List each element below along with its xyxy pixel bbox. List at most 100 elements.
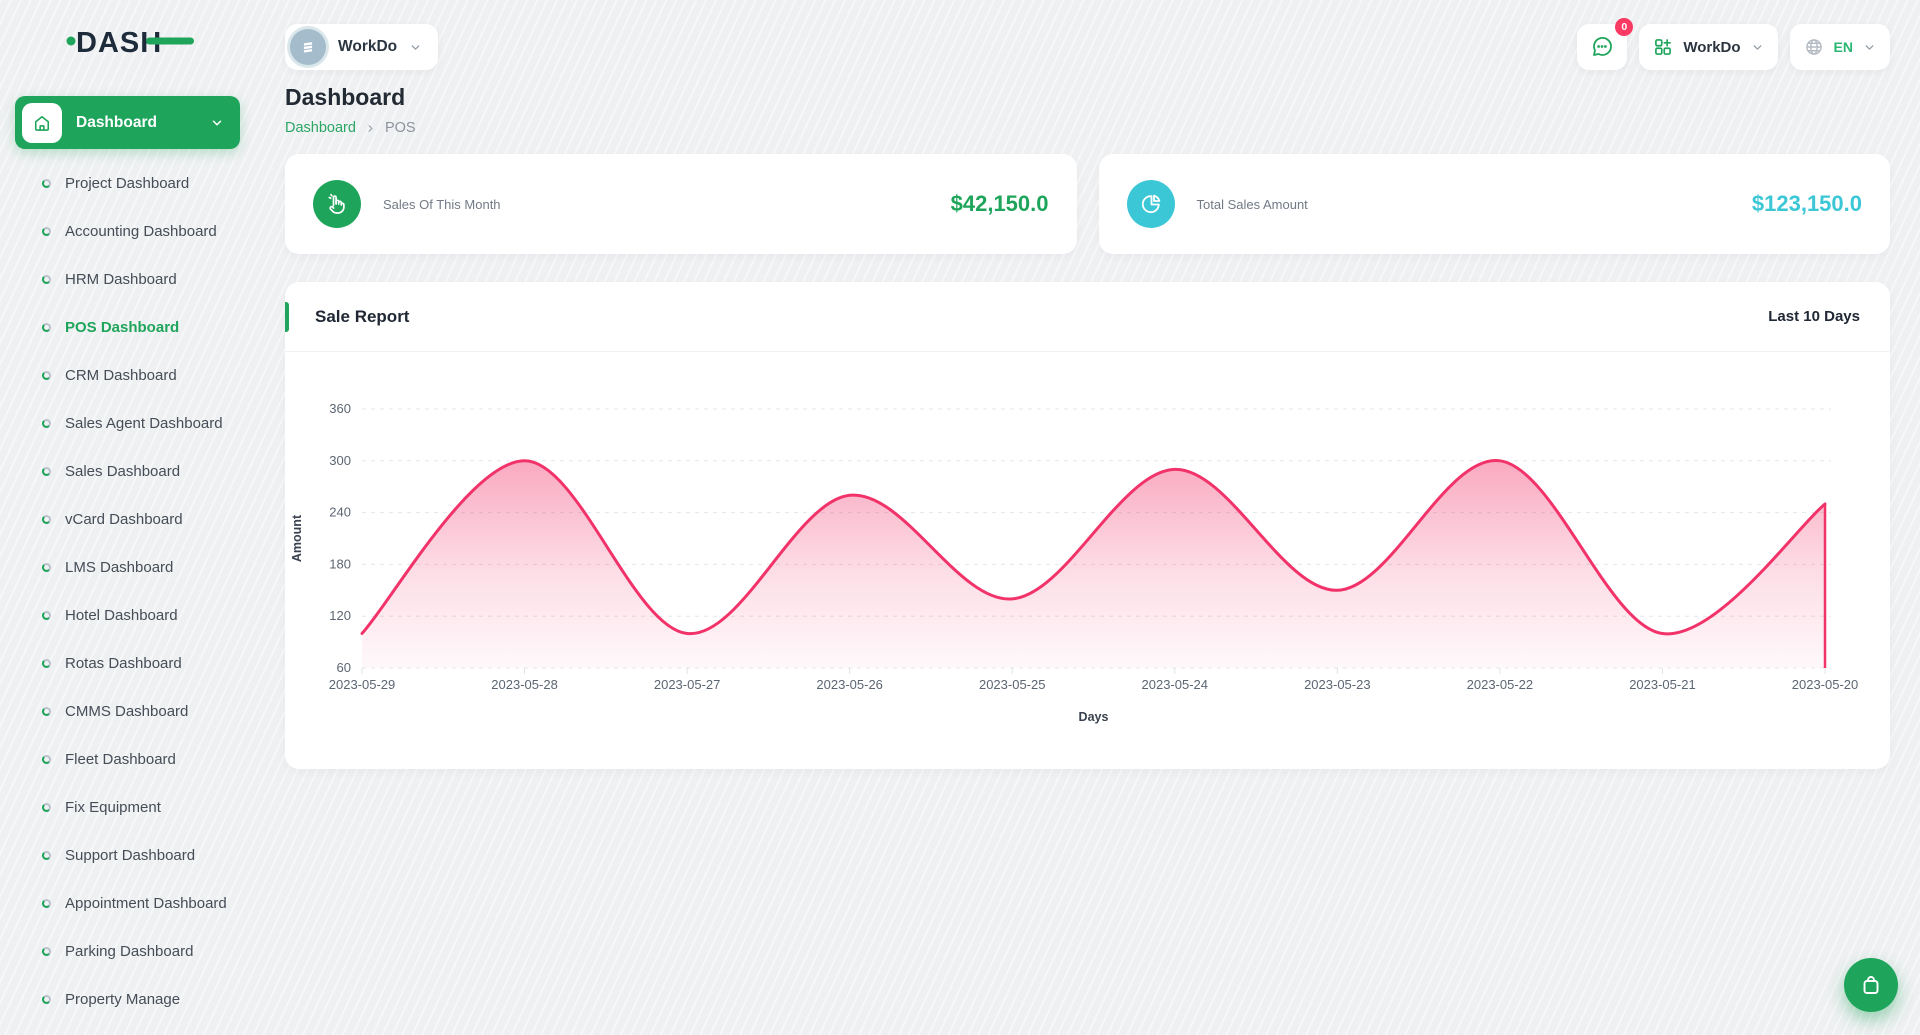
sidebar-item-label: LMS Dashboard <box>65 558 174 576</box>
bullet-icon <box>42 226 51 236</box>
accent-bar <box>285 302 289 332</box>
app-logo[interactable]: DASH <box>64 22 260 62</box>
chevron-down-icon <box>411 44 420 50</box>
bullet-icon <box>42 610 51 620</box>
svg-text:Days: Days <box>1079 710 1109 724</box>
workspace-selector[interactable]: WorkDo <box>285 24 439 70</box>
chevron-down-icon <box>212 119 222 126</box>
bullet-icon <box>42 514 51 524</box>
sidebar-item-rotas[interactable]: Rotas Dashboard <box>40 639 260 687</box>
bullet-icon <box>42 370 51 380</box>
stat-value: $42,150.0 <box>950 191 1049 216</box>
building-icon <box>303 42 313 53</box>
sidebar-item-label: Project Dashboard <box>65 174 190 192</box>
sale-report-chart-svg: 60 120 180 240 300 360 2023-05-29 2023-05-28 202… <box>290 401 1859 724</box>
sidebar-item-support[interactable]: Support Dashboard <box>40 831 260 879</box>
breadcrumb-current: POS <box>384 120 416 136</box>
sidebar-item-crm[interactable]: CRM Dashboard <box>40 351 260 399</box>
sidebar-item-cmms[interactable]: CMMS Dashboard <box>40 687 260 735</box>
page-title: Dashboard <box>285 84 406 110</box>
dash-logo-icon: DASH <box>66 27 194 59</box>
language-selector[interactable]: EN <box>1789 24 1890 70</box>
bullet-icon <box>42 274 51 284</box>
apps-grid-icon <box>1655 39 1672 55</box>
topbar-actions: 0 WorkDo EN <box>1577 18 1890 70</box>
stat-value: $123,150.0 <box>1751 191 1862 216</box>
stat-card-sales-this-month: Sales Of This Month $42,150.0 <box>285 154 1077 254</box>
sidebar-dashboard-label: Dashboard <box>76 113 157 131</box>
sidebar-item-hrm[interactable]: HRM Dashboard <box>40 255 260 303</box>
bullet-icon <box>42 754 51 764</box>
sidebar-item-label: Support Dashboard <box>65 846 196 864</box>
home-icon <box>22 102 62 143</box>
globe-icon <box>1805 39 1822 55</box>
svg-text:Amount: Amount <box>290 514 304 562</box>
svg-text:2023-05-23: 2023-05-23 <box>1304 677 1371 692</box>
sale-report-card: Sale Report Last 10 Days 60 120 180 240 300 3… <box>285 282 1890 769</box>
sidebar-item-fix-equipment[interactable]: Fix Equipment <box>40 783 260 831</box>
sidebar-item-parking[interactable]: Parking Dashboard <box>40 927 260 975</box>
sidebar-item-label: Fleet Dashboard <box>65 750 176 768</box>
workspace-name: WorkDo <box>338 38 398 55</box>
sidebar-item-lms[interactable]: LMS Dashboard <box>40 543 260 591</box>
svg-text:60: 60 <box>337 660 351 675</box>
stats-row: Sales Of This Month $42,150.0 Total Sale… <box>285 154 1890 254</box>
sidebar-item-fleet[interactable]: Fleet Dashboard <box>40 735 260 783</box>
sidebar-item-label: HRM Dashboard <box>65 270 177 288</box>
svg-text:120: 120 <box>329 608 351 623</box>
sidebar-item-label: POS Dashboard <box>65 318 180 336</box>
sidebar-item-sales-agent[interactable]: Sales Agent Dashboard <box>40 399 260 447</box>
sidebar-item-appointment[interactable]: Appointment Dashboard <box>40 879 260 927</box>
sidebar-item-vcard[interactable]: vCard Dashboard <box>40 495 260 543</box>
breadcrumb: Dashboard POS <box>285 120 1890 136</box>
bullet-icon <box>42 178 51 188</box>
pos-cart-fab[interactable] <box>1844 958 1898 1012</box>
stat-card-total-sales: Total Sales Amount $123,150.0 <box>1098 154 1890 254</box>
sidebar-item-property-manage[interactable]: Property Manage <box>40 975 260 1023</box>
sale-report-title: Sale Report <box>315 306 410 326</box>
stat-label: Total Sales Amount <box>1196 196 1308 212</box>
sidebar-item-label: Rotas Dashboard <box>65 654 182 672</box>
sidebar-item-accounting[interactable]: Accounting Dashboard <box>40 207 260 255</box>
svg-text:2023-05-22: 2023-05-22 <box>1467 677 1534 692</box>
pie-chart-icon <box>1126 180 1175 228</box>
svg-text:2023-05-24: 2023-05-24 <box>1142 677 1209 692</box>
sidebar-item-label: Appointment Dashboard <box>65 894 227 912</box>
bullet-icon <box>42 802 51 812</box>
svg-text:2023-05-27: 2023-05-27 <box>654 677 721 692</box>
bullet-icon <box>42 562 51 572</box>
app-switcher[interactable]: WorkDo <box>1639 24 1778 70</box>
sidebar: DASH Dashboard Project Dashboard Accounti… <box>0 0 260 1035</box>
sidebar-item-label: Accounting Dashboard <box>65 222 217 240</box>
messages-button[interactable]: 0 <box>1577 18 1634 70</box>
sidebar-item-label: Hotel Dashboard <box>65 606 178 624</box>
svg-text:2023-05-20: 2023-05-20 <box>1792 677 1859 692</box>
chevron-down-icon <box>1753 44 1761 50</box>
sidebar-dashboard-toggle[interactable]: Dashboard <box>15 96 240 149</box>
sidebar-item-label: vCard Dashboard <box>65 510 183 528</box>
bullet-icon <box>42 850 51 860</box>
svg-text:2023-05-29: 2023-05-29 <box>329 677 396 692</box>
sidebar-item-pos[interactable]: POS Dashboard <box>40 303 260 351</box>
svg-text:360: 360 <box>329 401 351 416</box>
bullet-icon <box>42 946 51 956</box>
sidebar-menu: Project Dashboard Accounting Dashboard HRM… <box>0 159 260 1023</box>
svg-text:2023-05-25: 2023-05-25 <box>979 677 1045 692</box>
bullet-icon <box>42 994 51 1004</box>
chevron-right-icon <box>368 124 373 132</box>
sidebar-item-sales[interactable]: Sales Dashboard <box>40 447 260 495</box>
svg-text:2023-05-26: 2023-05-26 <box>816 677 883 692</box>
chat-bubble-icon <box>1593 37 1613 56</box>
sidebar-item-hotel[interactable]: Hotel Dashboard <box>40 591 260 639</box>
sidebar-item-label: Parking Dashboard <box>65 942 194 960</box>
svg-text:300: 300 <box>329 453 351 468</box>
hand-click-icon <box>313 180 361 228</box>
breadcrumb-dashboard-link[interactable]: Dashboard <box>285 120 356 136</box>
sidebar-item-label: Property Manage <box>65 990 181 1008</box>
sidebar-item-project[interactable]: Project Dashboard <box>40 159 260 207</box>
sidebar-item-label: Sales Dashboard <box>65 462 181 480</box>
bullet-icon <box>42 898 51 908</box>
bullet-icon <box>42 466 51 476</box>
svg-text:2023-05-21: 2023-05-21 <box>1629 677 1696 692</box>
sidebar-item-label: Sales Agent Dashboard <box>65 414 223 432</box>
